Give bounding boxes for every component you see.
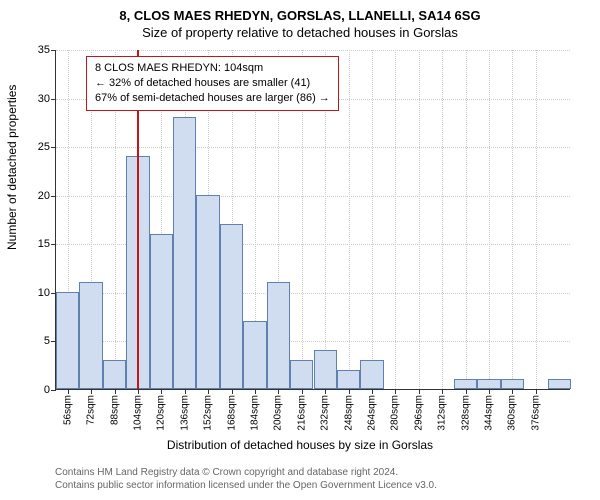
x-tick-mark <box>302 389 303 394</box>
gridline-vertical <box>395 50 396 389</box>
annotation-line: 8 CLOS MAES RHEDYN: 104sqm <box>95 61 330 76</box>
x-tick-mark <box>419 389 420 394</box>
x-tick-label: 216sqm <box>296 395 307 431</box>
x-tick-mark <box>442 389 443 394</box>
x-tick-mark <box>208 389 209 394</box>
x-tick-mark <box>395 389 396 394</box>
histogram-bar <box>337 370 360 389</box>
y-tick-label: 5 <box>44 335 50 347</box>
annotation-box: 8 CLOS MAES RHEDYN: 104sqm← 32% of detac… <box>86 56 339 111</box>
gridline-vertical <box>466 50 467 389</box>
histogram-bar <box>243 321 266 389</box>
x-tick-label: 152sqm <box>203 395 214 431</box>
gridline-horizontal <box>56 50 570 51</box>
x-tick-label: 200sqm <box>273 395 284 431</box>
y-tick-mark <box>51 99 56 100</box>
histogram-bar <box>548 379 571 389</box>
gridline-vertical <box>419 50 420 389</box>
x-tick-label: 72sqm <box>86 395 97 425</box>
x-tick-mark <box>232 389 233 394</box>
gridline-horizontal <box>56 147 570 148</box>
x-tick-label: 104sqm <box>132 395 143 431</box>
annotation-line: 67% of semi-detached houses are larger (… <box>95 91 330 106</box>
x-tick-mark <box>278 389 279 394</box>
y-tick-label: 15 <box>38 238 50 250</box>
x-tick-label: 296sqm <box>413 395 424 431</box>
x-tick-mark <box>138 389 139 394</box>
x-tick-mark <box>512 389 513 394</box>
copyright-line-1: Contains HM Land Registry data © Crown c… <box>55 466 437 479</box>
y-tick-label: 25 <box>38 141 50 153</box>
x-tick-label: 88sqm <box>109 395 120 425</box>
x-tick-label: 120sqm <box>156 395 167 431</box>
x-tick-label: 264sqm <box>367 395 378 431</box>
x-tick-label: 280sqm <box>390 395 401 431</box>
x-tick-label: 184sqm <box>249 395 260 431</box>
x-tick-mark <box>372 389 373 394</box>
gridline-vertical <box>489 50 490 389</box>
annotation-line: ← 32% of detached houses are smaller (41… <box>95 76 330 91</box>
x-tick-label: 360sqm <box>507 395 518 431</box>
gridline-vertical <box>536 50 537 389</box>
x-tick-mark <box>536 389 537 394</box>
histogram-bar <box>501 379 524 389</box>
gridline-vertical <box>372 50 373 389</box>
y-tick-mark <box>51 196 56 197</box>
y-tick-label: 0 <box>44 384 50 396</box>
histogram-bar <box>173 117 196 389</box>
histogram-bar <box>220 224 243 389</box>
x-tick-label: 168sqm <box>226 395 237 431</box>
histogram-bar <box>79 282 102 389</box>
x-tick-label: 344sqm <box>484 395 495 431</box>
x-tick-mark <box>91 389 92 394</box>
x-tick-label: 56sqm <box>62 395 73 425</box>
x-tick-mark <box>161 389 162 394</box>
x-tick-mark <box>349 389 350 394</box>
x-tick-label: 312sqm <box>437 395 448 431</box>
x-tick-label: 328sqm <box>460 395 471 431</box>
histogram-bar <box>314 350 337 389</box>
x-tick-label: 248sqm <box>343 395 354 431</box>
histogram-bar <box>360 360 383 389</box>
x-tick-mark <box>115 389 116 394</box>
x-tick-mark <box>325 389 326 394</box>
histogram-bar <box>196 195 219 389</box>
y-tick-mark <box>51 147 56 148</box>
y-tick-label: 30 <box>38 93 50 105</box>
chart-title-sub: Size of property relative to detached ho… <box>0 23 600 40</box>
gridline-vertical <box>349 50 350 389</box>
y-axis-label: Number of detached properties <box>5 85 19 250</box>
histogram-bar <box>454 379 477 389</box>
x-tick-label: 136sqm <box>179 395 190 431</box>
x-tick-mark <box>185 389 186 394</box>
histogram-bar <box>103 360 126 389</box>
x-tick-mark <box>466 389 467 394</box>
gridline-vertical <box>512 50 513 389</box>
y-tick-label: 35 <box>38 44 50 56</box>
y-tick-label: 10 <box>38 287 50 299</box>
histogram-bar <box>150 234 173 389</box>
x-tick-mark <box>255 389 256 394</box>
x-tick-label: 376sqm <box>530 395 541 431</box>
y-tick-mark <box>51 244 56 245</box>
gridline-vertical <box>442 50 443 389</box>
histogram-bar <box>56 292 79 389</box>
copyright-notice: Contains HM Land Registry data © Crown c… <box>55 466 437 492</box>
histogram-bar <box>477 379 500 389</box>
y-tick-mark <box>51 390 56 391</box>
x-tick-mark <box>489 389 490 394</box>
copyright-line-2: Contains public sector information licen… <box>55 479 437 492</box>
histogram-bar <box>267 282 290 389</box>
y-tick-mark <box>51 50 56 51</box>
y-tick-label: 20 <box>38 190 50 202</box>
x-tick-mark <box>68 389 69 394</box>
x-tick-label: 232sqm <box>320 395 331 431</box>
chart-title-main: 8, CLOS MAES RHEDYN, GORSLAS, LLANELLI, … <box>0 0 600 23</box>
x-axis-label: Distribution of detached houses by size … <box>0 438 600 452</box>
chart-plot-area: 0510152025303556sqm72sqm88sqm104sqm120sq… <box>55 50 570 390</box>
histogram-bar <box>290 360 313 389</box>
